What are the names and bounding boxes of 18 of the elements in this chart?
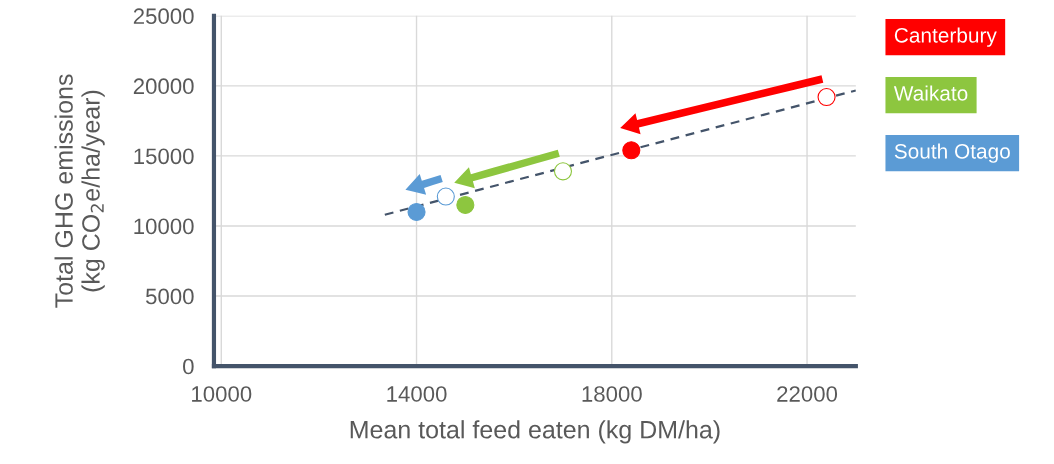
x-axis-title: Mean total feed eaten (kg DM/ha)	[350, 420, 720, 444]
y-tick-label: 10000	[134, 218, 194, 235]
x-tick-label: 14000	[387, 386, 447, 402]
point	[407, 202, 426, 222]
y-tick-label: 20000	[133, 78, 194, 95]
point	[456, 195, 475, 215]
y-tick-label: 5000	[145, 288, 194, 305]
text: Waikato	[893, 85, 968, 101]
text: South Otago	[894, 143, 1010, 163]
x-tick-label: 10000	[192, 386, 252, 402]
y-axis-title: Total GHG emissions (kg CO$_{2}$e/ha/year)	[54, 74, 105, 308]
y-tick-label: 15000	[134, 148, 194, 165]
text: Canterbury	[894, 27, 997, 47]
point	[622, 141, 641, 160]
y-tick-label: 0	[183, 358, 194, 375]
x-tick-label: 18000	[582, 386, 642, 402]
x-tick-label: 22000	[777, 386, 838, 402]
y-tick-label: 25000	[133, 8, 194, 25]
